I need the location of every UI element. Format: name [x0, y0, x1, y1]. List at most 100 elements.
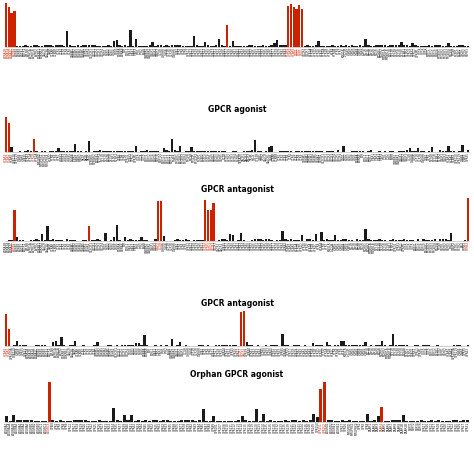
Bar: [282, 334, 284, 346]
Bar: [93, 151, 96, 152]
Text: OPRD1: OPRD1: [408, 47, 412, 56]
Bar: [185, 345, 187, 346]
Bar: [21, 239, 24, 241]
Bar: [394, 420, 398, 422]
Text: SSTR1: SSTR1: [225, 152, 229, 161]
Text: GALR1: GALR1: [151, 47, 155, 56]
Text: GCGR: GCGR: [159, 47, 163, 55]
Text: MIBR1: MIBR1: [76, 152, 80, 161]
Text: S1PR2: S1PR2: [211, 152, 216, 161]
Text: P2RY2: P2RY2: [412, 422, 416, 430]
Bar: [276, 345, 278, 346]
Text: HCAR3: HCAR3: [308, 346, 312, 356]
Bar: [171, 46, 173, 47]
Text: CCKAR: CCKAR: [51, 47, 55, 56]
Bar: [353, 46, 356, 47]
Text: CX3CR1: CX3CR1: [90, 241, 94, 252]
Text: HRSS2: HRSS2: [59, 152, 64, 161]
Text: HCAR2: HCAR2: [289, 241, 293, 251]
Text: BDKRB2: BDKRB2: [65, 346, 69, 357]
Bar: [295, 9, 298, 47]
Bar: [212, 46, 215, 47]
Bar: [232, 41, 234, 47]
Bar: [419, 240, 422, 241]
Text: GPR68: GPR68: [283, 346, 287, 356]
Text: GPR116: GPR116: [247, 422, 252, 433]
Text: LPAR4: LPAR4: [358, 346, 362, 355]
Bar: [265, 151, 267, 152]
Text: HTR6: HTR6: [336, 47, 340, 55]
Text: FFAR1: FFAR1: [154, 346, 157, 355]
Bar: [10, 13, 13, 47]
Bar: [33, 139, 35, 152]
Text: ADGRE1: ADGRE1: [333, 422, 337, 433]
Text: FPR2: FPR2: [386, 152, 390, 159]
Bar: [19, 240, 21, 241]
Text: GPR35: GPR35: [24, 152, 27, 161]
Bar: [292, 7, 295, 47]
Text: GALR2: GALR2: [178, 346, 182, 356]
Text: PTGER2: PTGER2: [441, 47, 445, 58]
Bar: [392, 151, 394, 152]
Text: AGTR1: AGTR1: [21, 47, 25, 56]
Bar: [74, 240, 76, 241]
Bar: [146, 240, 148, 241]
Text: PTGER2: PTGER2: [427, 241, 431, 252]
Text: P2RY6: P2RY6: [422, 241, 426, 250]
Text: P2RY6: P2RY6: [419, 422, 423, 430]
Bar: [392, 334, 394, 346]
Bar: [270, 240, 273, 241]
Text: HTR2B: HTR2B: [325, 47, 329, 56]
Text: NPY4R: NPY4R: [380, 241, 384, 250]
Bar: [411, 151, 414, 152]
Text: NPY1R: NPY1R: [391, 346, 395, 356]
Bar: [282, 231, 284, 241]
Bar: [232, 151, 234, 152]
Bar: [157, 201, 159, 241]
Text: GPR12: GPR12: [211, 346, 216, 356]
Text: ADRA2A: ADRA2A: [32, 346, 36, 357]
Text: GPR144: GPR144: [301, 422, 305, 433]
Bar: [24, 345, 27, 346]
Text: GPR43: GPR43: [239, 241, 243, 250]
Text: GPR17: GPR17: [73, 422, 76, 431]
Text: NTSR1: NTSR1: [112, 152, 116, 161]
Bar: [240, 312, 242, 346]
Text: GPR17: GPR17: [214, 346, 218, 356]
Text: CCR2: CCR2: [84, 346, 88, 354]
Text: GPR43: GPR43: [137, 422, 141, 431]
Text: GPR25: GPR25: [206, 47, 210, 56]
Text: LPAR5: LPAR5: [344, 241, 348, 250]
Bar: [66, 151, 68, 152]
Text: CALCRL: CALCRL: [46, 47, 50, 57]
Text: FFAR1: FFAR1: [372, 152, 376, 160]
Text: OXTR: OXTR: [142, 152, 146, 160]
Text: GPR20: GPR20: [444, 422, 448, 431]
Bar: [303, 151, 306, 152]
Text: P2RY6: P2RY6: [154, 152, 157, 161]
Text: GPR63: GPR63: [261, 241, 265, 250]
Text: NPY4R: NPY4R: [107, 152, 110, 161]
Bar: [254, 139, 256, 152]
Bar: [216, 421, 219, 422]
Bar: [41, 421, 44, 422]
Bar: [411, 43, 414, 47]
Bar: [132, 151, 135, 152]
Text: NPY5R: NPY5R: [400, 346, 403, 356]
Bar: [384, 421, 387, 422]
Bar: [160, 345, 162, 346]
Text: HTR2C: HTR2C: [314, 241, 318, 251]
Text: CCR4: CCR4: [286, 152, 290, 160]
Bar: [268, 46, 270, 47]
Text: KISS1R: KISS1R: [328, 241, 332, 251]
Text: DRD3: DRD3: [300, 47, 304, 55]
Bar: [279, 151, 281, 152]
Bar: [46, 226, 49, 241]
Text: CXCR4: CXCR4: [303, 47, 307, 56]
Text: FSHR: FSHR: [167, 346, 171, 354]
Text: ADGRD2: ADGRD2: [330, 422, 334, 434]
Text: CHRM4: CHRM4: [311, 152, 315, 162]
Text: FPR1: FPR1: [162, 346, 166, 353]
Bar: [91, 421, 94, 422]
Bar: [152, 420, 155, 422]
